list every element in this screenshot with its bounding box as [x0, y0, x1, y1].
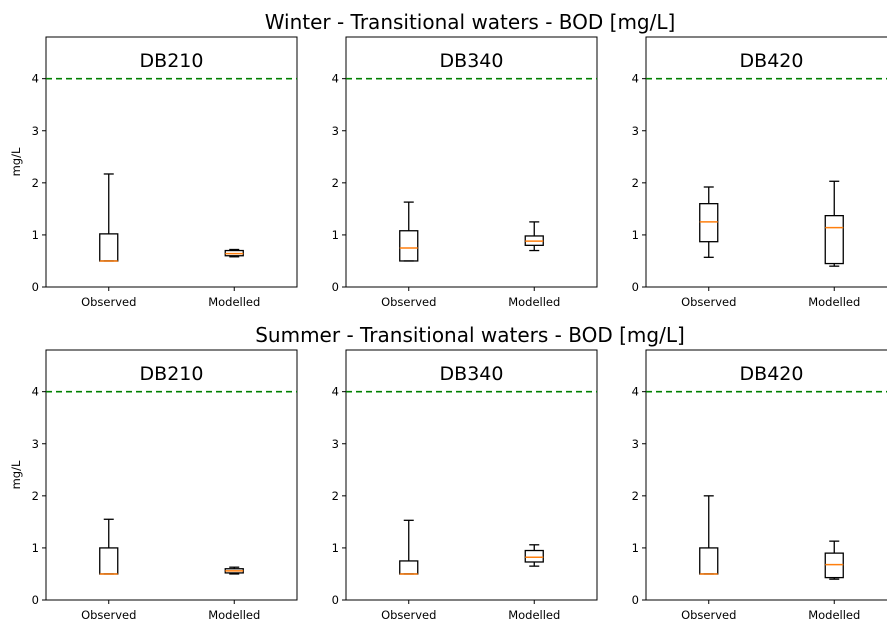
y-tick-label: 4	[32, 72, 39, 86]
box-observed	[399, 519, 419, 575]
y-tick-label: 3	[632, 124, 639, 138]
y-tick-label: 1	[332, 228, 339, 242]
x-tick-label: Modelled	[808, 608, 860, 622]
y-tick-label: 2	[332, 176, 339, 190]
box-iqr	[399, 560, 419, 575]
y-tick-label: 0	[632, 593, 639, 607]
y-tick-label: 0	[32, 280, 39, 294]
box-observed	[699, 495, 719, 575]
y-tick-label: 0	[32, 593, 39, 607]
box-modelled	[224, 248, 244, 258]
box-iqr	[99, 547, 119, 575]
y-tick-label: 1	[632, 541, 639, 555]
y-tick-label: 3	[332, 124, 339, 138]
axes-frame	[345, 349, 598, 601]
y-tick-label: 4	[632, 72, 639, 86]
axes-frame	[45, 349, 298, 601]
y-tick-label: 4	[332, 385, 339, 399]
y-tick-label: 4	[32, 385, 39, 399]
x-tick-label: Observed	[381, 295, 436, 309]
y-tick-label: 1	[32, 228, 39, 242]
x-tick-label: Modelled	[508, 295, 560, 309]
x-tick-label: Observed	[681, 295, 736, 309]
y-tick-label: 3	[332, 437, 339, 451]
x-tick-label: Modelled	[208, 608, 260, 622]
box-iqr	[524, 549, 544, 563]
y-tick-label: 4	[332, 72, 339, 86]
panel-db340-winter: DB340 0 1 2 3 4 Observed Modelled	[332, 36, 598, 309]
box-iqr	[824, 552, 844, 579]
axes-frame	[45, 36, 298, 288]
y-tick-label: 0	[332, 280, 339, 294]
panels-group: DB210 0 1 2 3 4 mg/L Observed Modelled DB340 0 1 2 3 4…	[9, 36, 887, 622]
x-tick-label: Observed	[81, 295, 136, 309]
y-tick-label: 2	[632, 176, 639, 190]
y-tick-label: 1	[32, 541, 39, 555]
panel-title: DB340	[440, 363, 504, 385]
y-tick-label: 1	[632, 228, 639, 242]
box-observed	[699, 186, 719, 258]
y-axis-label: mg/L	[9, 147, 23, 176]
x-tick-label: Observed	[81, 608, 136, 622]
y-axis-label: mg/L	[9, 460, 23, 489]
box-observed	[99, 518, 119, 575]
y-tick-label: 2	[32, 176, 39, 190]
panel-title: DB210	[140, 363, 204, 385]
panel-title: DB340	[440, 50, 504, 72]
y-tick-label: 0	[332, 593, 339, 607]
panel-title: DB420	[740, 363, 804, 385]
panel-db210-winter: DB210 0 1 2 3 4 mg/L Observed Modelled	[9, 36, 298, 309]
axes-frame	[345, 36, 598, 288]
box-observed	[399, 201, 419, 262]
panel-title: DB420	[740, 50, 804, 72]
y-tick-label: 3	[632, 437, 639, 451]
axes-frame	[645, 349, 887, 601]
box-iqr	[399, 230, 419, 262]
panel-db420-summer: DB420 0 1 2 3 4 Observed Modelled	[632, 349, 887, 622]
panel-db210-summer: DB210 0 1 2 3 4 mg/L Observed Modelled	[9, 349, 298, 622]
box-modelled	[524, 544, 544, 567]
y-tick-label: 3	[32, 124, 39, 138]
box-modelled	[824, 540, 844, 580]
box-iqr	[699, 203, 719, 243]
y-tick-label: 2	[332, 489, 339, 503]
row-title-winter: Winter - Transitional waters - BOD [mg/L…	[265, 10, 676, 34]
box-observed	[99, 173, 119, 262]
box-iqr	[824, 214, 844, 265]
y-tick-label: 4	[632, 385, 639, 399]
y-tick-label: 0	[632, 280, 639, 294]
panel-title: DB210	[140, 50, 204, 72]
x-tick-label: Observed	[681, 608, 736, 622]
x-tick-label: Modelled	[808, 295, 860, 309]
y-tick-label: 2	[32, 489, 39, 503]
box-modelled	[524, 221, 544, 252]
x-tick-label: Observed	[381, 608, 436, 622]
axes-frame	[645, 36, 887, 288]
x-tick-label: Modelled	[508, 608, 560, 622]
box-modelled	[824, 180, 844, 267]
box-modelled	[224, 566, 244, 575]
box-iqr	[699, 547, 719, 575]
y-tick-label: 1	[332, 541, 339, 555]
panel-db340-summer: DB340 0 1 2 3 4 Observed Modelled	[332, 349, 598, 622]
x-tick-label: Modelled	[208, 295, 260, 309]
panel-db420-winter: DB420 0 1 2 3 4 Observed Modelled	[632, 36, 887, 309]
box-iqr	[99, 233, 119, 262]
y-tick-label: 2	[632, 489, 639, 503]
row-title-summer: Summer - Transitional waters - BOD [mg/L…	[255, 323, 685, 347]
y-tick-label: 3	[32, 437, 39, 451]
